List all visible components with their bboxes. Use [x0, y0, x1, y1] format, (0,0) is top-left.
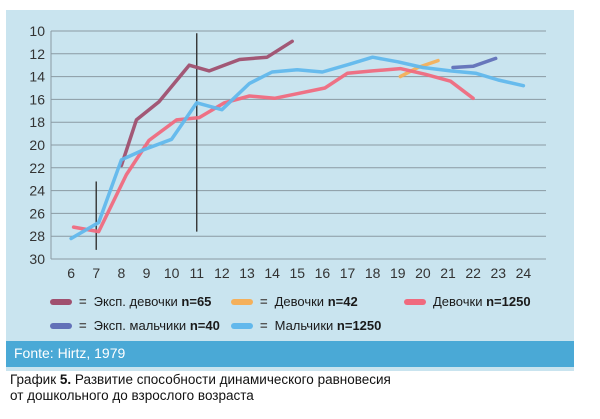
y-tick-label: 30 — [29, 251, 45, 267]
series-line-0 — [119, 39, 294, 168]
caption-number: 5. — [59, 372, 72, 387]
legend-n: n=42 — [327, 294, 358, 309]
caption-label: График — [10, 372, 57, 387]
y-tick-label: 12 — [29, 46, 45, 62]
y-tick-label: 10 — [29, 23, 45, 39]
caption-line-1: Развитие способности динамического равно… — [74, 372, 391, 387]
legend-label: Эксп. девочки — [93, 294, 178, 309]
legend-swatch — [231, 322, 253, 329]
x-tick-label: 13 — [239, 265, 255, 281]
y-tick-label: 18 — [29, 114, 45, 130]
source-bar: Fonte: Hirtz, 1979 — [6, 341, 574, 367]
x-tick-label: 11 — [189, 265, 204, 281]
x-tick-label: 16 — [315, 265, 331, 281]
legend-item-exp-girls: = Эксп. девочки n=65 — [50, 294, 211, 309]
x-tick-label: 20 — [415, 265, 431, 281]
y-tick-label: 16 — [29, 91, 45, 107]
legend-item-exp-boys: = Эксп. мальчики n=40 — [50, 318, 220, 333]
y-tick-label: 20 — [29, 137, 45, 153]
legend-n: n=40 — [189, 318, 220, 333]
x-tick-label: 24 — [516, 265, 532, 281]
legend-swatch — [231, 298, 253, 305]
x-tick-label: 18 — [365, 265, 381, 281]
legend-swatch — [404, 298, 426, 305]
y-tick-label: 24 — [29, 183, 45, 199]
legend-n: n=1250 — [336, 318, 382, 333]
legend-swatch — [50, 322, 72, 329]
y-tick-label: 22 — [29, 160, 45, 176]
figure-caption: График 5. Развитие способности динамичес… — [10, 372, 391, 404]
x-tick-label: 19 — [390, 265, 406, 281]
legend-n: n=1250 — [486, 294, 531, 309]
line-chart: 10 12 14 16 18 20 22 24 26 28 30 6 7 8 9 10 11 12 13 14 15 16… — [29, 23, 546, 281]
legend-label: Девочки — [274, 294, 325, 309]
caption-line-2: от дошкольного до взрослого возраста — [10, 388, 254, 403]
x-tick-label: 6 — [67, 265, 75, 281]
x-tick-label: 7 — [92, 265, 100, 281]
x-tick-label: 8 — [117, 265, 125, 281]
legend-equals: = — [260, 294, 268, 309]
y-tick-label: 28 — [29, 228, 45, 244]
x-tick-label: 10 — [164, 265, 180, 281]
legend-n: n=65 — [181, 294, 212, 309]
x-tick-label: 23 — [490, 265, 506, 281]
chart-panel: 10 12 14 16 18 20 22 24 26 28 30 6 7 8 9 10 11 12 13 14 15 16… — [6, 10, 574, 371]
legend-equals: = — [79, 318, 87, 333]
y-tick-label: 26 — [29, 205, 45, 221]
legend-item-girls-42: = Девочки n=42 — [231, 294, 358, 309]
legend-label: Эксп. мальчики — [93, 318, 187, 333]
x-tick-label: 17 — [340, 265, 356, 281]
legend-label: Девочки — [433, 294, 483, 309]
source-text: Fonte: Hirtz, 1979 — [14, 345, 126, 361]
series-line-2 — [71, 66, 475, 234]
x-tick-label: 21 — [440, 265, 456, 281]
series-line-4 — [69, 55, 526, 241]
y-tick-label: 14 — [29, 69, 45, 85]
x-tick-label: 14 — [264, 265, 280, 281]
legend-item-boys-1250: = Мальчики n=1250 — [231, 318, 381, 333]
x-tick-label: 15 — [289, 265, 305, 281]
legend-label: Мальчики — [274, 318, 334, 333]
x-tick-label: 9 — [143, 265, 151, 281]
x-tick-label: 22 — [465, 265, 481, 281]
legend-item-girls-1250: Девочки n=1250 — [404, 294, 531, 309]
series-line-3 — [451, 56, 498, 70]
legend-swatch — [50, 298, 72, 305]
legend-equals: = — [79, 294, 87, 309]
x-tick-label: 12 — [214, 265, 230, 281]
legend-equals: = — [260, 318, 268, 333]
